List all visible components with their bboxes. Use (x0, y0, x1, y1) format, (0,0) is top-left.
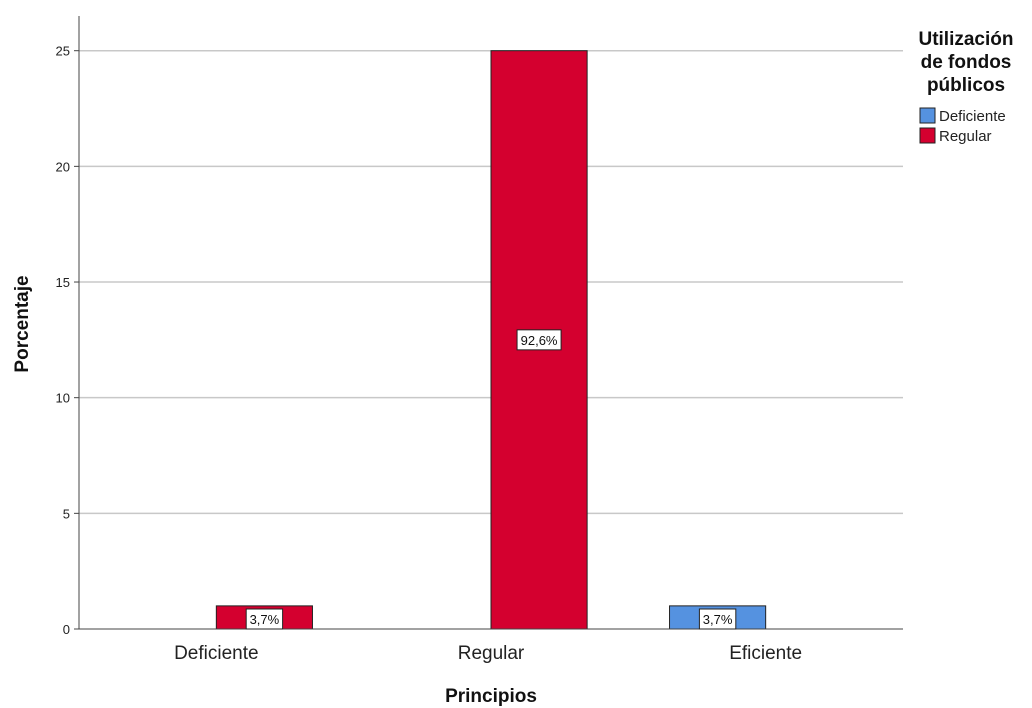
y-axis-title: Porcentaje (12, 275, 33, 372)
legend-title-line: de fondos (921, 52, 1012, 73)
x-tick-label: Deficiente (174, 643, 259, 664)
legend-label: Deficiente (939, 108, 1006, 125)
y-tick-label: 5 (63, 506, 70, 521)
legend-swatch (919, 127, 936, 144)
legend-items: Deficiente Regular (919, 107, 1006, 145)
data-label-box (245, 608, 284, 630)
y-tick-label: 25 (56, 44, 70, 59)
y-tick-label: 15 (56, 275, 70, 290)
legend-swatch (919, 107, 936, 124)
data-label: 3,7% (698, 608, 737, 630)
x-axis-title: Principios (445, 686, 537, 707)
y-tick-label: 0 (63, 622, 70, 637)
y-tick-label: 10 (56, 391, 70, 406)
data-label-text: 92,6% (521, 333, 558, 348)
legend: Utilización de fondos públicos Deficient… (918, 29, 1013, 145)
bars (215, 50, 767, 630)
data-label: 92,6% (516, 329, 562, 351)
x-tick-label: Regular (458, 643, 525, 664)
legend-title-line: públicos (927, 75, 1005, 96)
data-label-text: 3,7% (250, 612, 280, 627)
data-label-box (516, 329, 562, 351)
legend-label: Regular (939, 128, 992, 145)
data-label-box (698, 608, 737, 630)
axes: 0 5 10 15 20 25 Deficiente Regular Eficiente (56, 16, 903, 664)
legend-item: Deficiente (919, 107, 1006, 125)
data-label-text: 3,7% (703, 612, 733, 627)
data-label: 3,7% (245, 608, 284, 630)
legend-item: Regular (919, 127, 992, 145)
x-tick-label: Eficiente (729, 643, 802, 664)
data-labels: 3,7% 92,6% 3,7% (245, 329, 737, 630)
legend-title-line: Utilización (918, 29, 1013, 50)
y-tick-label: 20 (56, 159, 70, 174)
